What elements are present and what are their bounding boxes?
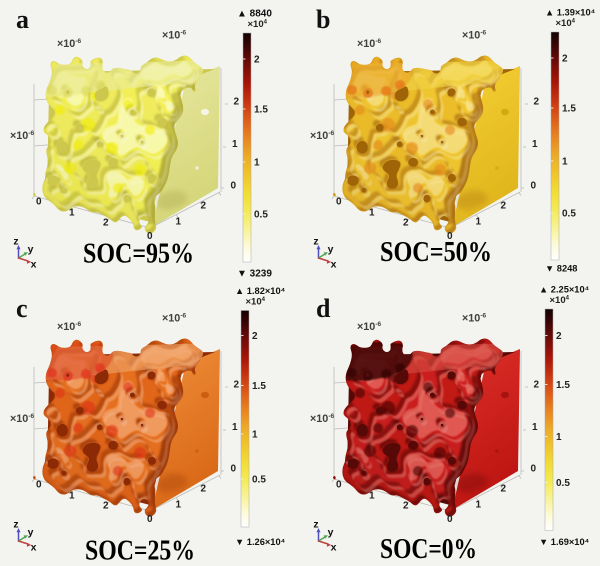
svg-text:a: a <box>16 5 29 34</box>
svg-text:z: z <box>313 236 318 248</box>
svg-text:0.5: 0.5 <box>252 475 266 486</box>
svg-text:2: 2 <box>201 484 207 495</box>
svg-text:1: 1 <box>562 157 568 168</box>
svg-text:0: 0 <box>336 480 342 491</box>
svg-text:▲ 1.39×10⁴: ▲ 1.39×10⁴ <box>545 8 596 18</box>
svg-text:0.5: 0.5 <box>556 478 570 489</box>
svg-text:2: 2 <box>103 501 109 512</box>
svg-text:x: x <box>31 259 37 271</box>
svg-text:×104: ×104 <box>246 297 266 308</box>
svg-text:1.5: 1.5 <box>254 105 268 116</box>
svg-text:0: 0 <box>447 231 453 242</box>
svg-text:0.5: 0.5 <box>254 210 268 221</box>
svg-text:z: z <box>13 236 18 248</box>
svg-text:▼ 1.69×10⁴: ▼ 1.69×10⁴ <box>539 537 590 547</box>
svg-text:SOC=50%: SOC=50% <box>380 237 492 268</box>
svg-text:z: z <box>13 519 18 531</box>
svg-text:0: 0 <box>36 480 42 491</box>
svg-text:1: 1 <box>556 432 562 443</box>
svg-text:2: 2 <box>103 218 109 229</box>
svg-text:2: 2 <box>234 97 240 108</box>
svg-text:▲ 2.25×10⁴: ▲ 2.25×10⁴ <box>539 285 590 295</box>
svg-text:0: 0 <box>336 197 342 208</box>
svg-text:×104: ×104 <box>550 295 570 306</box>
svg-text:y: y <box>328 527 334 539</box>
svg-text:1: 1 <box>69 208 75 219</box>
svg-text:1: 1 <box>176 500 182 511</box>
svg-text:1: 1 <box>232 139 238 150</box>
svg-text:1: 1 <box>476 217 482 228</box>
svg-text:×104: ×104 <box>248 19 268 30</box>
svg-text:1: 1 <box>532 139 538 150</box>
svg-text:1.5: 1.5 <box>556 380 570 391</box>
svg-text:1: 1 <box>254 158 260 169</box>
svg-text:0: 0 <box>147 231 153 242</box>
svg-text:2: 2 <box>234 380 240 391</box>
svg-text:0: 0 <box>231 464 237 475</box>
svg-text:1: 1 <box>369 208 375 219</box>
svg-text:x: x <box>331 542 337 554</box>
svg-text:1: 1 <box>476 500 482 511</box>
svg-text:1: 1 <box>532 422 538 433</box>
svg-text:d: d <box>316 294 331 323</box>
svg-text:0: 0 <box>531 464 537 475</box>
svg-text:▼ 3239: ▼ 3239 <box>237 269 272 280</box>
svg-text:2: 2 <box>534 97 540 108</box>
svg-text:1.5: 1.5 <box>252 381 266 392</box>
svg-text:0: 0 <box>447 514 453 525</box>
svg-text:0: 0 <box>531 181 537 192</box>
svg-text:1: 1 <box>69 491 75 502</box>
svg-text:0: 0 <box>36 197 42 208</box>
svg-text:SOC=0%: SOC=0% <box>380 534 477 565</box>
svg-text:y: y <box>328 244 334 256</box>
svg-text:2: 2 <box>562 54 568 65</box>
svg-text:0: 0 <box>231 181 237 192</box>
svg-text:0.5: 0.5 <box>562 209 576 220</box>
svg-text:2: 2 <box>403 501 409 512</box>
svg-text:SOC=95%: SOC=95% <box>83 239 194 270</box>
svg-text:2: 2 <box>254 55 260 66</box>
svg-text:x: x <box>31 542 37 554</box>
svg-text:▲ 1.82×10⁴: ▲ 1.82×10⁴ <box>235 286 286 296</box>
svg-text:2: 2 <box>501 201 507 212</box>
svg-text:2: 2 <box>403 218 409 229</box>
svg-text:1: 1 <box>232 422 238 433</box>
svg-text:▼ 8248: ▼ 8248 <box>545 264 577 274</box>
svg-text:y: y <box>28 527 34 539</box>
svg-text:▲ 8840: ▲ 8840 <box>237 9 272 20</box>
svg-text:1: 1 <box>176 217 182 228</box>
svg-text:▼ 1.26×10⁴: ▼ 1.26×10⁴ <box>235 537 286 547</box>
svg-text:y: y <box>28 244 34 256</box>
svg-text:2: 2 <box>534 380 540 391</box>
svg-text:2: 2 <box>201 201 207 212</box>
svg-text:b: b <box>316 5 330 34</box>
svg-text:z: z <box>313 519 318 531</box>
svg-text:1.5: 1.5 <box>562 104 576 115</box>
svg-text:x: x <box>331 259 337 271</box>
svg-text:2: 2 <box>556 331 562 342</box>
svg-text:×104: ×104 <box>556 18 576 29</box>
svg-text:1: 1 <box>252 430 258 441</box>
svg-text:0: 0 <box>147 514 153 525</box>
svg-text:1: 1 <box>369 491 375 502</box>
svg-text:2: 2 <box>252 331 258 342</box>
svg-text:c: c <box>16 294 28 323</box>
svg-text:2: 2 <box>501 484 507 495</box>
svg-text:SOC=25%: SOC=25% <box>85 536 195 566</box>
